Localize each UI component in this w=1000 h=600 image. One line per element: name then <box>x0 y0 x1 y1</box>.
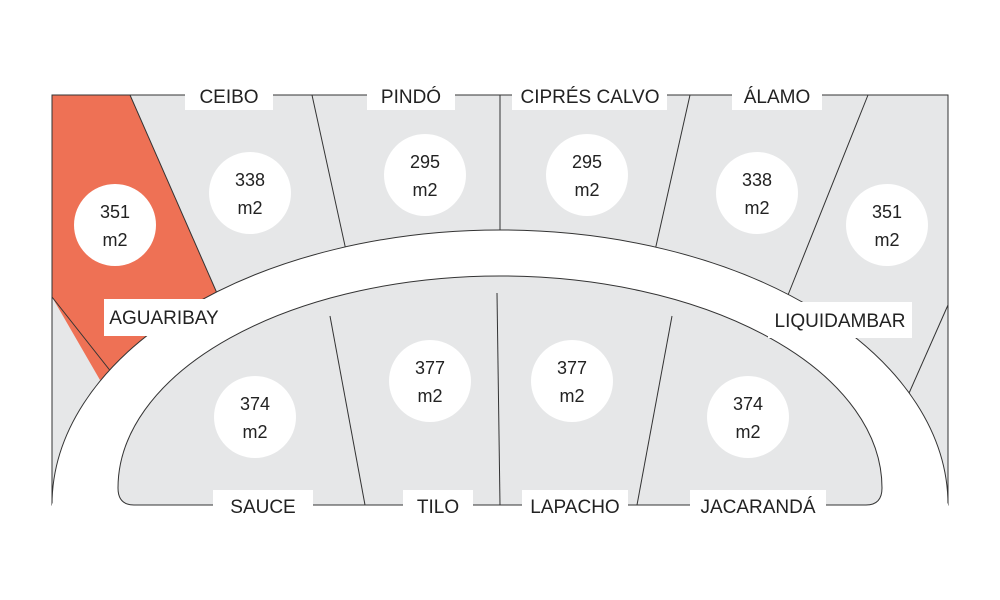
lot-dividers-outer <box>51 94 949 505</box>
label-pindo: PINDÓ <box>381 86 441 108</box>
lot-unit: m2 <box>412 180 437 200</box>
lot-area: 374 <box>240 394 270 414</box>
street-labels: CEIBO PINDÓ CIPRÉS CALVO ÁLAMO AGUARIBAY… <box>104 82 912 522</box>
lot-unit: m2 <box>744 198 769 218</box>
lot-unit: m2 <box>102 230 127 250</box>
lot-unit: m2 <box>417 386 442 406</box>
label-cipres-calvo: CIPRÉS CALVO <box>520 87 659 108</box>
label-alamo: ÁLAMO <box>744 87 811 108</box>
lot-area: 377 <box>415 358 445 378</box>
lot-unit: m2 <box>735 422 760 442</box>
label-jacaranda: JACARANDÁ <box>700 497 815 518</box>
lot-unit: m2 <box>874 230 899 250</box>
lot-area: 374 <box>733 394 763 414</box>
inner-block <box>117 275 883 506</box>
lot-area: 351 <box>100 202 130 222</box>
lot-area: 377 <box>557 358 587 378</box>
label-ceibo: CEIBO <box>199 87 258 108</box>
lot-area: 351 <box>872 202 902 222</box>
lot-unit: m2 <box>237 198 262 218</box>
label-lapacho: LAPACHO <box>530 497 619 518</box>
label-aguaribay: AGUARIBAY <box>109 308 219 329</box>
lot-area: 295 <box>410 152 440 172</box>
lot-area: 338 <box>742 170 772 190</box>
label-sauce: SAUCE <box>230 497 295 518</box>
label-liquidambar: LIQUIDAMBAR <box>775 311 906 332</box>
label-tilo: TILO <box>417 497 459 518</box>
lot-area: 295 <box>572 152 602 172</box>
lot-unit: m2 <box>242 422 267 442</box>
lot-unit: m2 <box>574 180 599 200</box>
lot-area: 338 <box>235 170 265 190</box>
lot-dividers-inner <box>329 292 673 506</box>
lot-unit: m2 <box>559 386 584 406</box>
